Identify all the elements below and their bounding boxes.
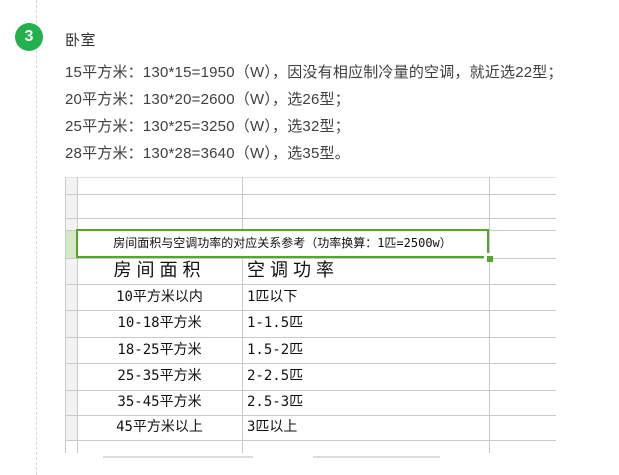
cell-power: 1-1.5匹	[247, 315, 304, 331]
step-number-badge: 3	[15, 23, 43, 51]
gridline	[65, 194, 556, 195]
table-row: 45平方米以上 3匹以上	[65, 415, 556, 440]
gridline	[65, 218, 556, 219]
calc-line-28sqm: 28平方米：130*28=3640（W），选35型。	[65, 145, 350, 162]
cell-power: 1匹以下	[247, 289, 298, 305]
cell-area: 18-25平方米	[117, 342, 202, 358]
table-row: 25-35平方米 2-2.5匹	[65, 363, 556, 390]
cell-area: 35-45平方米	[117, 394, 202, 410]
section-title: 卧室	[65, 32, 97, 49]
table-row: 35-45平方米 2.5-3匹	[65, 390, 556, 415]
table-row: 18-25平方米 1.5-2匹	[65, 337, 556, 363]
cell-power: 2-2.5匹	[247, 368, 304, 384]
cell-area: 45平方米以上	[116, 419, 203, 435]
cell-power: 3匹以上	[247, 419, 298, 435]
gridline	[242, 177, 243, 453]
gridline	[65, 258, 556, 259]
calc-line-20sqm: 20平方米：130*20=2600（W），选26型；	[65, 91, 350, 108]
cell-power: 2.5-3匹	[247, 394, 304, 410]
timeline-dashed-line	[36, 0, 37, 475]
gridline	[65, 177, 66, 453]
screenshot-edge-fragment	[103, 456, 253, 458]
gridline	[65, 440, 556, 441]
gridline	[65, 337, 556, 338]
gridline	[65, 390, 556, 391]
header-power: 空调功率	[247, 260, 339, 281]
table-row: 10平方米以内 1匹以下	[65, 284, 556, 310]
calc-line-15sqm: 15平方米：130*15=1950（W），因没有相应制冷量的空调，就近选22型；	[65, 64, 563, 81]
sheet-row-gutter-selected	[65, 231, 77, 258]
gridline	[77, 177, 78, 453]
sheet-caption-cell: 房间面积与空调功率的对应关系参考（功率换算：1匹=2500w）	[76, 229, 489, 258]
cell-area: 10-18平方米	[117, 315, 202, 331]
gridline	[65, 177, 556, 178]
gridline	[489, 177, 490, 453]
selection-fill-handle	[484, 253, 493, 262]
cell-area: 10平方米以内	[116, 289, 203, 305]
table-header-row: 房间面积 空调功率	[65, 258, 556, 284]
table-row: 10-18平方米 1-1.5匹	[65, 310, 556, 337]
spreadsheet-screenshot: 房间面积与空调功率的对应关系参考（功率换算：1匹=2500w） 房间面积 空调功…	[65, 177, 556, 459]
gridline	[65, 310, 556, 311]
gridline	[65, 284, 556, 285]
cell-power: 1.5-2匹	[247, 342, 304, 358]
screenshot-edge-fragment	[313, 456, 440, 458]
calc-line-25sqm: 25平方米：130*25=3250（W），选32型；	[65, 118, 350, 135]
gridline	[65, 363, 556, 364]
cell-area: 25-35平方米	[117, 368, 202, 384]
header-area: 房间面积	[113, 260, 206, 281]
gridline	[65, 415, 556, 416]
